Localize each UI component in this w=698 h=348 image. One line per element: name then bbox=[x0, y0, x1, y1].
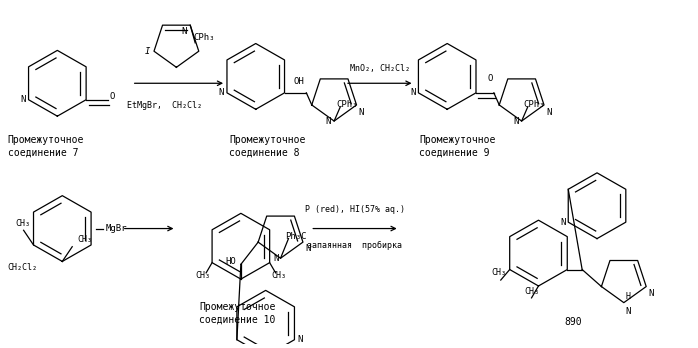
Text: EtMgBr,  CH₂Cl₂: EtMgBr, CH₂Cl₂ bbox=[127, 101, 202, 110]
Text: N: N bbox=[297, 335, 303, 344]
Text: N: N bbox=[182, 27, 187, 36]
Text: CH₃: CH₃ bbox=[491, 268, 507, 277]
Text: соединение 7: соединение 7 bbox=[8, 148, 78, 158]
Text: CH₂Cl₂: CH₂Cl₂ bbox=[8, 263, 38, 272]
Text: Промежуточное: Промежуточное bbox=[419, 135, 496, 145]
Text: N: N bbox=[648, 290, 653, 299]
Text: N: N bbox=[326, 117, 331, 126]
Text: HO: HO bbox=[225, 257, 236, 266]
Text: соединение 10: соединение 10 bbox=[199, 315, 276, 325]
Text: O: O bbox=[487, 74, 493, 83]
Text: Промежуточное: Промежуточное bbox=[8, 135, 84, 145]
Text: Промежуточное: Промежуточное bbox=[229, 135, 305, 145]
Text: N: N bbox=[218, 88, 224, 97]
Text: N: N bbox=[546, 108, 551, 117]
Text: I: I bbox=[144, 47, 150, 56]
Text: N: N bbox=[410, 88, 415, 97]
Text: соединение 9: соединение 9 bbox=[419, 148, 490, 158]
Text: H: H bbox=[626, 292, 631, 301]
Text: MgBr: MgBr bbox=[105, 224, 127, 233]
Text: N: N bbox=[273, 254, 279, 263]
Text: Ph₃C: Ph₃C bbox=[285, 231, 307, 240]
Text: Промежуточное: Промежуточное bbox=[199, 302, 276, 312]
Text: CH₃: CH₃ bbox=[524, 287, 539, 296]
Text: MnO₂, CH₂Cl₂: MnO₂, CH₂Cl₂ bbox=[350, 64, 410, 73]
Text: N: N bbox=[626, 307, 631, 316]
Text: CH₃: CH₃ bbox=[271, 271, 286, 280]
Text: O: O bbox=[110, 92, 115, 101]
Text: N: N bbox=[359, 108, 364, 117]
Text: CPh₃: CPh₃ bbox=[524, 100, 545, 109]
Text: CH₃: CH₃ bbox=[15, 219, 30, 228]
Text: CPh₃: CPh₃ bbox=[336, 100, 357, 109]
Text: соединение 8: соединение 8 bbox=[229, 148, 299, 158]
Text: N: N bbox=[560, 218, 565, 227]
Text: P (red), HI(57% aq.): P (red), HI(57% aq.) bbox=[305, 205, 405, 214]
Text: N: N bbox=[20, 95, 26, 104]
Text: запаянная  пробирка: запаянная пробирка bbox=[307, 241, 403, 251]
Text: CPh₃: CPh₃ bbox=[193, 33, 215, 42]
Text: N: N bbox=[305, 244, 311, 253]
Text: 890: 890 bbox=[565, 317, 582, 327]
Text: CH₃: CH₃ bbox=[195, 271, 211, 280]
Text: CH₃: CH₃ bbox=[77, 235, 92, 244]
Text: OH: OH bbox=[293, 77, 304, 86]
Text: N: N bbox=[513, 117, 519, 126]
